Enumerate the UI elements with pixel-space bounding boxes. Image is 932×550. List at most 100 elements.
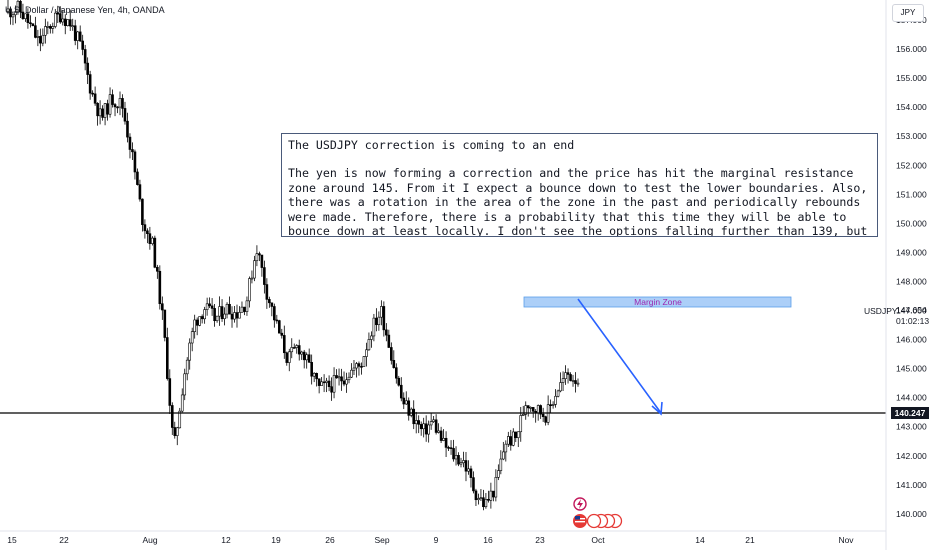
candle [265, 278, 269, 309]
candle [248, 276, 251, 308]
candle [439, 426, 443, 444]
candle [529, 406, 533, 413]
candle [34, 16, 37, 39]
candle [469, 465, 473, 488]
candle [268, 296, 271, 308]
candle [477, 493, 480, 505]
candle [41, 28, 45, 47]
price-axis[interactable]: 157.000156.000155.000154.000153.000152.0… [896, 15, 927, 519]
candle [76, 30, 79, 50]
candle [462, 451, 465, 468]
y-tick-label: 140.000 [896, 509, 927, 519]
candle [375, 308, 378, 332]
candle [166, 327, 169, 381]
y-tick-label: 147.000 [896, 306, 927, 316]
candle [136, 168, 139, 186]
x-tick-label: 12 [221, 535, 231, 545]
candle [519, 406, 523, 442]
candle [203, 306, 206, 324]
margin-zone[interactable] [523, 296, 792, 308]
candle [278, 319, 281, 334]
candle [419, 421, 423, 436]
candle [454, 446, 458, 466]
candle [273, 303, 276, 328]
candle [81, 34, 84, 56]
currency-button[interactable]: JPY [892, 4, 924, 22]
candle [407, 397, 411, 421]
candle [337, 368, 341, 386]
candle [380, 300, 383, 326]
candle [432, 416, 435, 423]
economic-event-icon[interactable] [586, 513, 602, 529]
candle [228, 296, 231, 315]
candle [315, 372, 318, 387]
candle [534, 409, 537, 423]
candle [325, 377, 328, 393]
last-price-symbol: USDJPY [864, 306, 898, 316]
candle [245, 296, 249, 316]
candle [24, 13, 27, 22]
candle [230, 306, 234, 328]
candle [63, 14, 67, 35]
candle [444, 431, 448, 457]
candle [392, 350, 396, 369]
candle [258, 251, 261, 262]
candle [193, 314, 196, 339]
candle [16, 0, 20, 15]
candle [509, 429, 513, 451]
candle [487, 490, 490, 503]
candle [566, 368, 570, 384]
projection-arrow[interactable] [577, 298, 662, 414]
y-tick-label: 153.000 [896, 131, 927, 141]
candle [362, 355, 366, 367]
candle [507, 431, 510, 447]
candle [372, 313, 376, 342]
candle [53, 8, 57, 29]
candle [275, 314, 279, 324]
note-title: The USDJPY correction is coming to an en… [288, 138, 575, 152]
margin-zone-label: Margin Zone [634, 297, 682, 307]
candle [350, 363, 353, 378]
event-markers[interactable] [573, 497, 623, 529]
candle [103, 102, 107, 126]
note-body: The yen is now forming a correction and … [288, 166, 868, 237]
candle [370, 331, 373, 348]
candle [300, 350, 304, 360]
candle [365, 342, 368, 367]
candle [225, 302, 229, 319]
candle [141, 198, 144, 232]
candle [208, 297, 211, 309]
candle [118, 91, 122, 116]
candle [322, 374, 326, 393]
candle [98, 100, 102, 125]
candle [412, 400, 416, 430]
candle [250, 270, 254, 284]
candle [86, 57, 89, 85]
analysis-note[interactable]: The USDJPY correction is coming to an en… [281, 133, 878, 237]
candle [61, 10, 65, 26]
candle [198, 316, 201, 327]
candlestick-series [6, 0, 580, 511]
x-tick-label: 9 [434, 535, 439, 545]
y-tick-label: 156.000 [896, 44, 927, 54]
x-tick-label: Oct [591, 535, 605, 545]
candle [312, 372, 316, 383]
candle [352, 359, 356, 375]
candle [345, 372, 348, 393]
candle [46, 21, 50, 35]
candle [452, 439, 455, 462]
time-axis[interactable]: 15 22 Aug 12 19 26 Sep 9 16 23 Oct 14 21 Nov [0, 0, 887, 550]
candle [330, 377, 333, 401]
candle [190, 327, 194, 352]
candle [414, 411, 418, 434]
y-tick-label: 154.000 [896, 102, 927, 112]
y-tick-label: 143.000 [896, 422, 927, 432]
x-tick-label: 22 [59, 535, 69, 545]
candle [31, 23, 35, 27]
candle [148, 226, 152, 250]
x-tick-label: 16 [483, 535, 493, 545]
candle [434, 414, 438, 435]
candle [576, 378, 580, 387]
y-tick-label: 144.000 [896, 393, 927, 403]
